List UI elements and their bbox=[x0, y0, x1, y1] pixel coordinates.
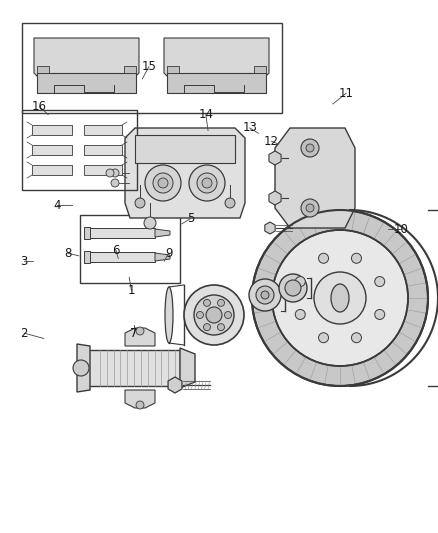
Polygon shape bbox=[125, 328, 155, 346]
Bar bbox=[80, 215, 180, 283]
Circle shape bbox=[153, 173, 173, 193]
Text: 4: 4 bbox=[53, 199, 61, 212]
Circle shape bbox=[111, 169, 119, 177]
Polygon shape bbox=[32, 145, 72, 155]
Circle shape bbox=[197, 311, 204, 319]
Polygon shape bbox=[84, 125, 122, 135]
Text: 11: 11 bbox=[339, 87, 353, 100]
Bar bbox=[22, 110, 137, 190]
Text: 16: 16 bbox=[32, 100, 47, 113]
Circle shape bbox=[206, 307, 222, 323]
Circle shape bbox=[136, 401, 144, 409]
Text: 5: 5 bbox=[187, 212, 194, 225]
Circle shape bbox=[252, 210, 428, 386]
Circle shape bbox=[306, 144, 314, 152]
Circle shape bbox=[318, 333, 328, 343]
Text: 3: 3 bbox=[21, 255, 28, 268]
Circle shape bbox=[249, 279, 281, 311]
Polygon shape bbox=[265, 222, 275, 234]
Circle shape bbox=[351, 253, 361, 263]
Text: 1: 1 bbox=[127, 284, 135, 297]
Circle shape bbox=[375, 277, 385, 287]
Polygon shape bbox=[32, 125, 72, 135]
Circle shape bbox=[204, 324, 211, 330]
Bar bbox=[22, 23, 282, 113]
Circle shape bbox=[145, 165, 181, 201]
Circle shape bbox=[295, 310, 305, 319]
Circle shape bbox=[301, 139, 319, 157]
Circle shape bbox=[351, 333, 361, 343]
Circle shape bbox=[73, 360, 89, 376]
Polygon shape bbox=[84, 145, 122, 155]
Polygon shape bbox=[88, 228, 155, 238]
Circle shape bbox=[375, 310, 385, 319]
Polygon shape bbox=[34, 38, 139, 78]
Polygon shape bbox=[125, 390, 155, 408]
Circle shape bbox=[261, 291, 269, 299]
Circle shape bbox=[135, 198, 145, 208]
Polygon shape bbox=[84, 227, 90, 239]
Circle shape bbox=[202, 178, 212, 188]
Text: 14: 14 bbox=[198, 108, 213, 121]
Circle shape bbox=[194, 295, 234, 335]
Polygon shape bbox=[77, 344, 90, 392]
Circle shape bbox=[295, 277, 305, 287]
Text: 6: 6 bbox=[112, 244, 120, 257]
Circle shape bbox=[225, 311, 232, 319]
Circle shape bbox=[204, 300, 211, 306]
Text: 15: 15 bbox=[141, 60, 156, 73]
Text: 2: 2 bbox=[20, 327, 28, 340]
Circle shape bbox=[218, 300, 225, 306]
Circle shape bbox=[314, 272, 366, 324]
Polygon shape bbox=[275, 128, 355, 228]
Ellipse shape bbox=[331, 284, 349, 312]
Polygon shape bbox=[37, 66, 49, 73]
Circle shape bbox=[106, 169, 114, 177]
Polygon shape bbox=[125, 128, 245, 218]
Text: 10: 10 bbox=[393, 223, 408, 236]
Ellipse shape bbox=[165, 287, 173, 343]
Circle shape bbox=[279, 274, 307, 302]
Circle shape bbox=[189, 165, 225, 201]
Circle shape bbox=[225, 198, 235, 208]
Circle shape bbox=[184, 285, 244, 345]
Polygon shape bbox=[37, 73, 136, 93]
Circle shape bbox=[158, 178, 168, 188]
Polygon shape bbox=[269, 191, 281, 205]
Circle shape bbox=[111, 179, 119, 187]
Polygon shape bbox=[88, 252, 155, 262]
Text: 12: 12 bbox=[264, 135, 279, 148]
Polygon shape bbox=[269, 151, 281, 165]
Polygon shape bbox=[254, 66, 266, 73]
Polygon shape bbox=[84, 251, 90, 263]
Circle shape bbox=[144, 217, 156, 229]
Polygon shape bbox=[135, 135, 235, 163]
Polygon shape bbox=[84, 165, 122, 175]
Polygon shape bbox=[168, 377, 182, 393]
Polygon shape bbox=[32, 165, 72, 175]
Polygon shape bbox=[85, 350, 180, 386]
Polygon shape bbox=[155, 229, 170, 237]
Polygon shape bbox=[167, 66, 179, 73]
Polygon shape bbox=[155, 253, 170, 261]
Circle shape bbox=[306, 204, 314, 212]
Polygon shape bbox=[164, 38, 269, 78]
Circle shape bbox=[136, 327, 144, 335]
Text: 7: 7 bbox=[130, 327, 138, 340]
Circle shape bbox=[218, 324, 225, 330]
Circle shape bbox=[285, 280, 301, 296]
Polygon shape bbox=[167, 73, 266, 93]
Circle shape bbox=[256, 286, 274, 304]
Circle shape bbox=[301, 199, 319, 217]
Circle shape bbox=[318, 253, 328, 263]
Text: 9: 9 bbox=[165, 247, 173, 260]
Text: 8: 8 bbox=[64, 247, 71, 260]
Text: 13: 13 bbox=[242, 122, 257, 134]
Polygon shape bbox=[124, 66, 136, 73]
Circle shape bbox=[272, 230, 408, 366]
Polygon shape bbox=[180, 348, 195, 388]
Circle shape bbox=[197, 173, 217, 193]
